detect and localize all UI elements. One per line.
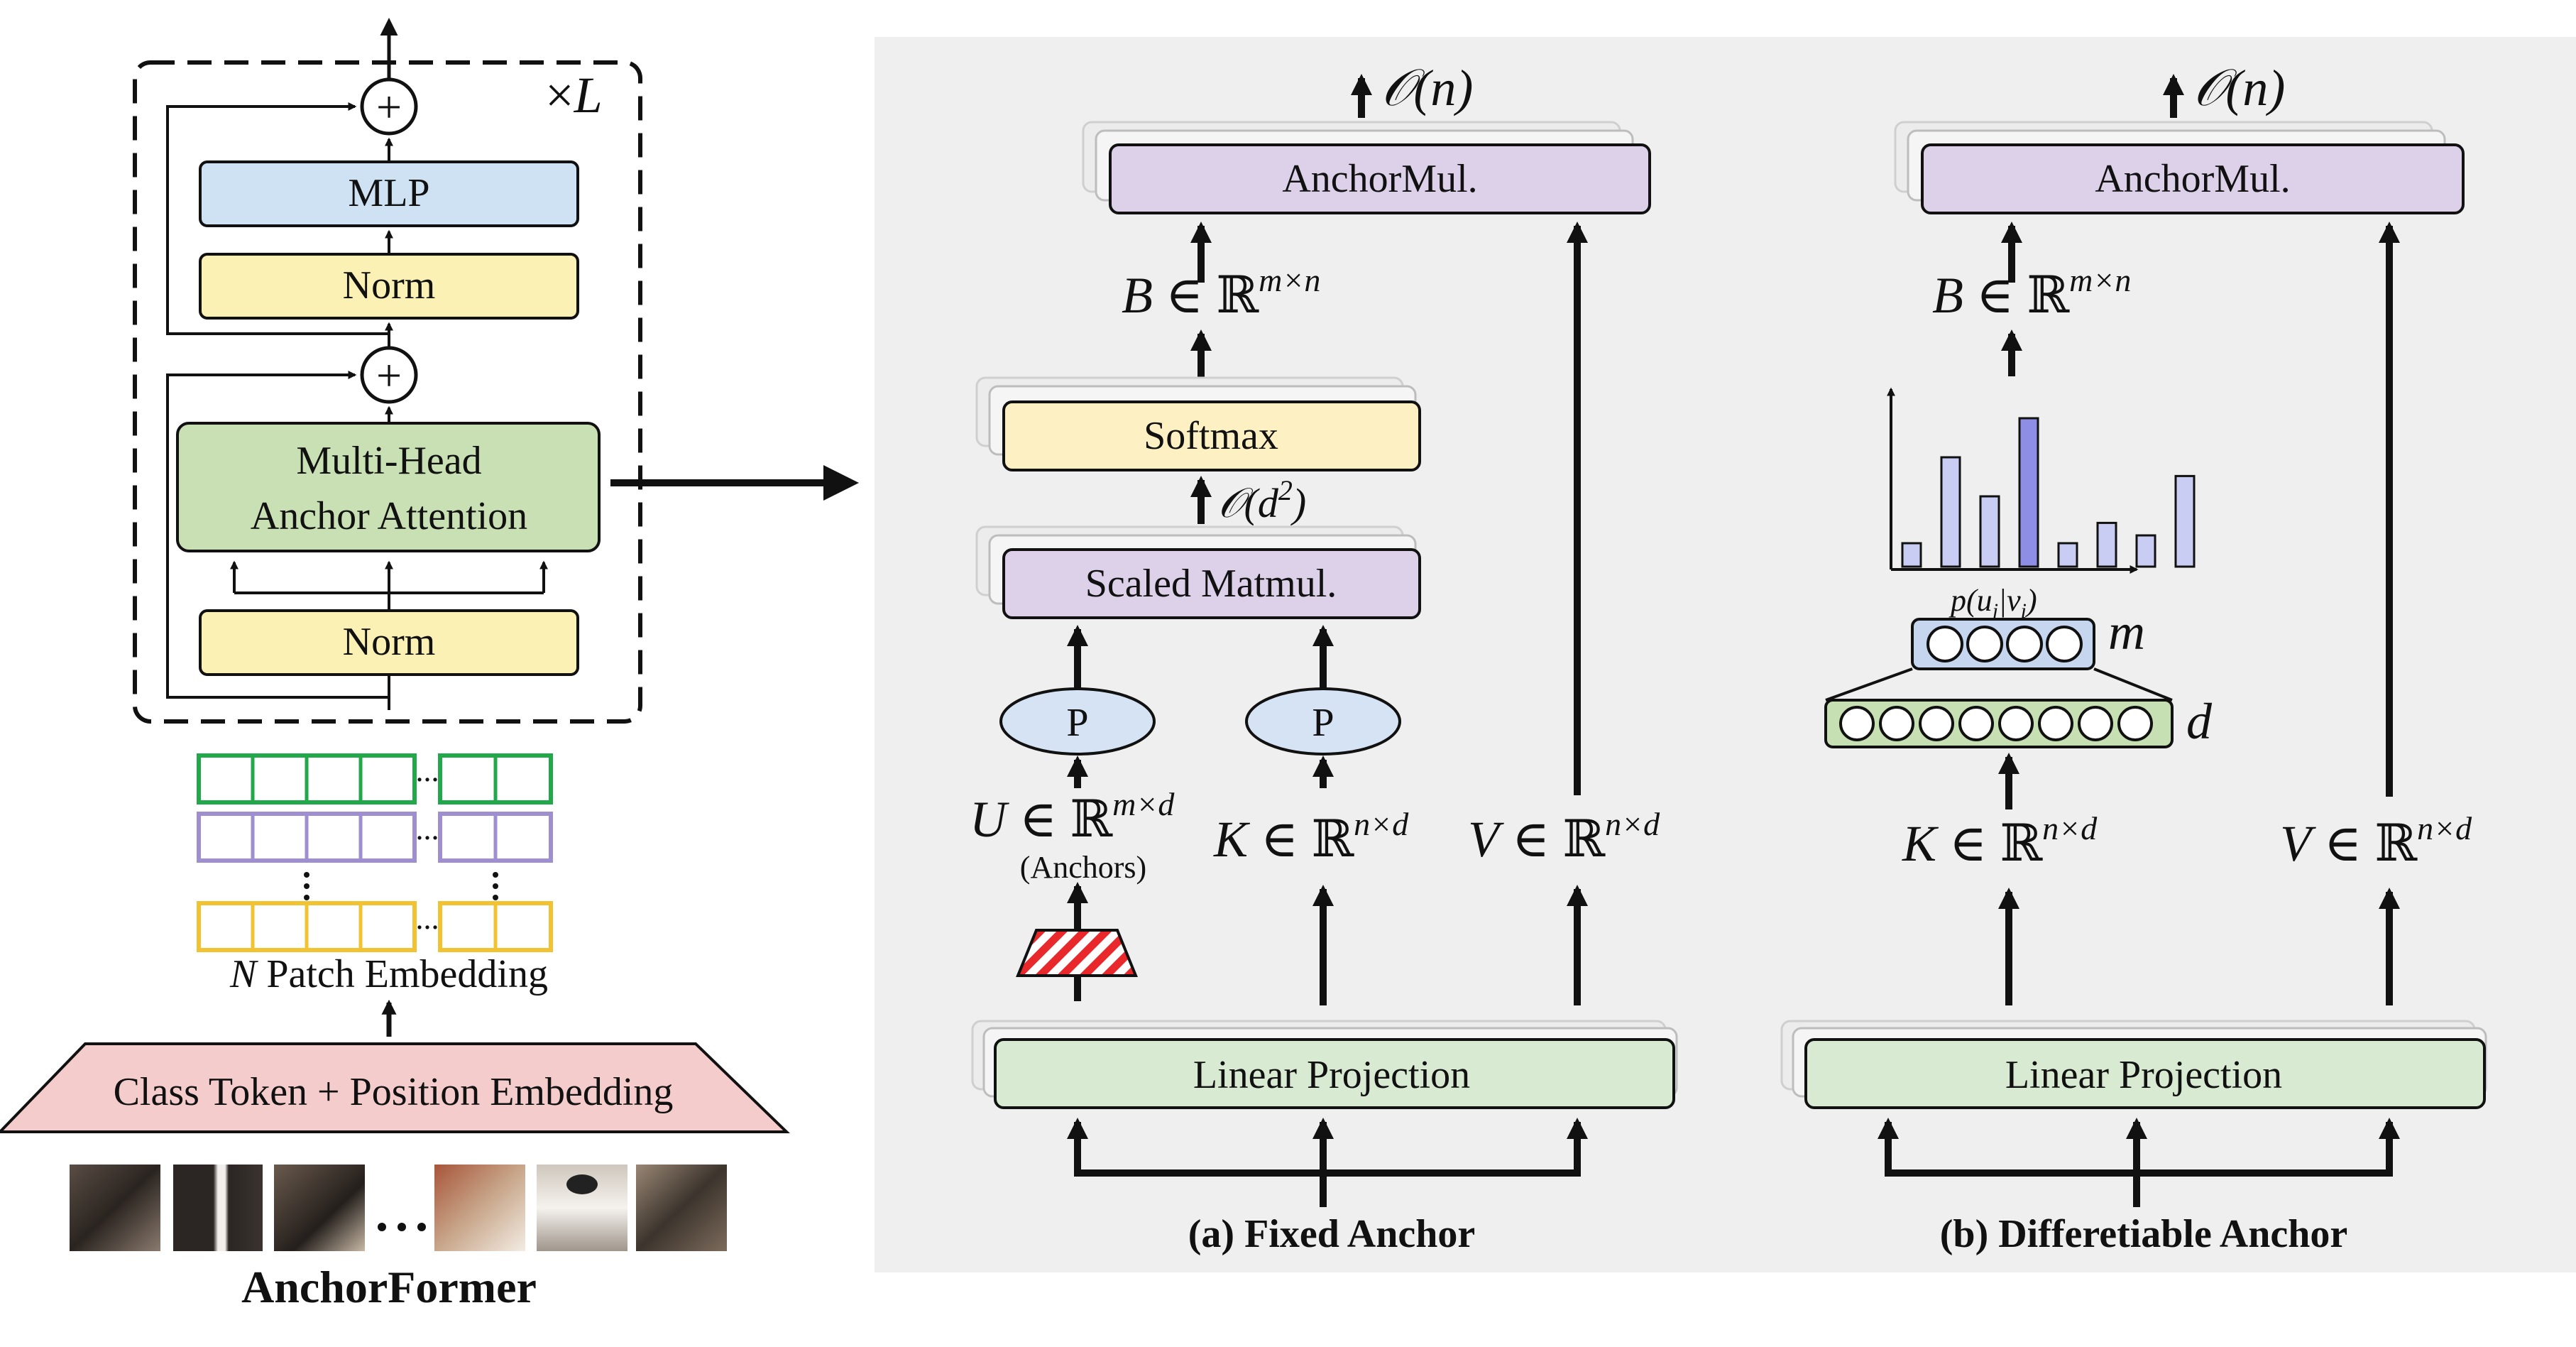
- a-softmax-label: Softmax: [1144, 414, 1278, 458]
- vertical-dots: [304, 872, 498, 900]
- a-v-label: V ∈ ℝn×d: [1468, 806, 1660, 868]
- anchorformer-title: AnchorFormer: [241, 1262, 537, 1312]
- a-scaled-matmul-box: [1002, 548, 1421, 619]
- panel-b: 𝒪(n) AnchorMul. B ∈ ℝm×n p(uj|vi) m: [1780, 60, 2487, 1256]
- b-complexity-top: 𝒪(n): [2193, 60, 2285, 116]
- class-token-label: Class Token + Position Embedding: [114, 1070, 674, 1114]
- anchorformer-block: ×L + MLP Norm + Multi-Head Anchor Attent…: [133, 18, 859, 724]
- patch-embeddings: ... ... ... N Patch Embedding: [197, 753, 553, 1037]
- repeat-container: [133, 60, 642, 724]
- b-histogram-bar: [2135, 534, 2156, 568]
- b-fc-line-right: [2093, 667, 2173, 702]
- patch-image-4: [434, 1165, 525, 1251]
- svg-text:...: ...: [416, 753, 439, 788]
- repeat-label: ×L: [545, 67, 603, 124]
- a-k-label: K ∈ ℝn×d: [1213, 806, 1409, 868]
- b-k-label: K ∈ ℝn×d: [1902, 810, 2098, 872]
- b-caption: (b) Differetiable Anchor: [1940, 1212, 2347, 1256]
- token-row-green: ...: [197, 753, 553, 805]
- patch-image-2: [173, 1165, 263, 1251]
- b-anchormul-box: [1921, 143, 2465, 214]
- a-b-label: B ∈ ℝm×n: [1122, 262, 1320, 324]
- plus-icon-top: +: [376, 82, 402, 132]
- a-complexity-top: 𝒪(n): [1381, 60, 1473, 116]
- b-b-label: B ∈ ℝm×n: [1932, 262, 2131, 324]
- b-histogram-bar: [2174, 474, 2196, 568]
- svg-text:...: ...: [416, 812, 439, 846]
- a-anchormul-box: [1109, 143, 1651, 214]
- a-p-right-label: P: [1312, 701, 1334, 745]
- b-histogram-bar: [1901, 542, 1922, 568]
- attention-label-1: Multi-Head: [296, 439, 481, 483]
- class-token-trapezoid: [0, 1042, 790, 1133]
- norm-bottom-label: Norm: [343, 620, 436, 664]
- panel-a: 𝒪(n) AnchorMul. B ∈ ℝm×n Softmax 𝒪(d2) S…: [970, 60, 1678, 1256]
- a-linear-projection-label: Linear Projection: [1193, 1053, 1470, 1097]
- a-anchor-parameter-icon: [1016, 929, 1138, 977]
- image-patches: [70, 1165, 727, 1251]
- a-caption: (a) Fixed Anchor: [1188, 1212, 1475, 1256]
- norm-top-label: Norm: [343, 263, 436, 307]
- b-histogram-bar: [2057, 542, 2078, 568]
- a-u-label: U ∈ ℝm×d: [970, 786, 1175, 848]
- b-anchormul-label: AnchorMul.: [2095, 157, 2290, 201]
- patch-image-6: [636, 1165, 727, 1251]
- b-histogram: [1887, 387, 2196, 574]
- residual-bottom: [166, 371, 389, 699]
- b-histogram-label: p(uj|vi): [1949, 583, 2037, 623]
- patch-image-1: [70, 1165, 160, 1251]
- b-layer-d-label: d: [2186, 693, 2213, 750]
- class-token-block: Class Token + Position Embedding: [0, 1042, 790, 1133]
- mlp-label: MLP: [348, 171, 429, 215]
- b-histogram-bar: [2096, 521, 2117, 568]
- patch-image-3: [274, 1165, 365, 1251]
- plus-icon-mid: +: [376, 350, 402, 400]
- a-p-left-label: P: [1066, 701, 1088, 745]
- b-layer-m-label: m: [2108, 604, 2145, 660]
- attention-label-2: Anchor Attention: [251, 494, 527, 538]
- svg-text:...: ...: [416, 901, 439, 936]
- b-fc-line-left: [1825, 667, 1913, 702]
- a-complexity-mid: 𝒪(d2): [1218, 474, 1306, 526]
- token-row-purple: ...: [197, 812, 553, 863]
- a-anchors-label: (Anchors): [1020, 850, 1146, 885]
- b-linear-projection-label: Linear Projection: [2005, 1053, 2282, 1097]
- a-softmax-box: [1002, 400, 1421, 471]
- add-circle-top: [360, 77, 418, 136]
- residual-top: [166, 102, 389, 335]
- b-linear-projection-box: [1804, 1038, 2486, 1109]
- b-histogram-bar: [1979, 495, 2000, 568]
- a-anchormul-label: AnchorMul.: [1282, 157, 1477, 201]
- b-layer-d-nodes: [1839, 706, 2153, 741]
- add-circle-mid: [360, 346, 418, 404]
- b-histogram-bar: [2018, 417, 2039, 568]
- b-histogram-bar: [1940, 456, 1961, 568]
- b-layer-m-nodes: [1926, 626, 2083, 662]
- b-v-label: V ∈ ℝn×d: [2280, 810, 2472, 872]
- a-projection-left: [999, 687, 1156, 756]
- a-scaled-matmul-label: Scaled Matmul.: [1085, 562, 1337, 606]
- a-projection-right: [1245, 687, 1401, 756]
- a-linear-projection-box: [994, 1038, 1675, 1109]
- patch-embedding-label: N Patch Embedding: [229, 952, 548, 996]
- token-row-yellow: ...: [197, 901, 553, 952]
